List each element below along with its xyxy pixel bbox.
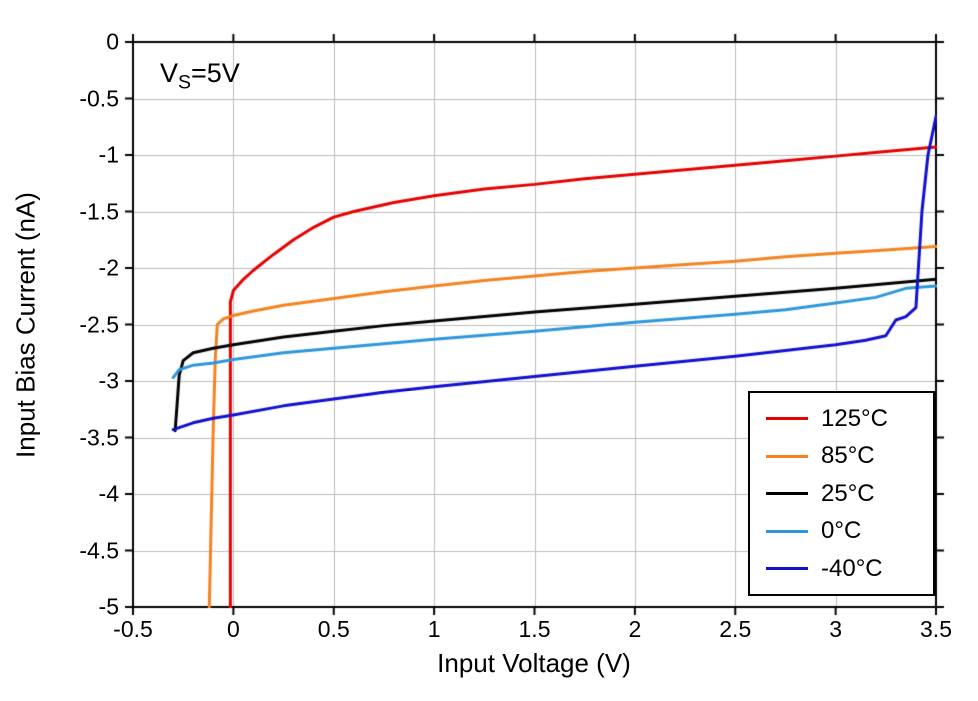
x-tick-label: 3	[829, 616, 843, 642]
y-tick-label: -1.5	[79, 198, 119, 224]
x-tick-label: 2.5	[719, 616, 752, 642]
legend-line-sample	[766, 567, 808, 570]
legend-entry: 0°C	[766, 519, 933, 543]
y-tick-label: -4	[98, 480, 119, 507]
legend-label: 0°C	[821, 517, 862, 544]
x-tick-label: 0.5	[317, 616, 350, 642]
legend-entry: -40°C	[766, 554, 933, 582]
y-tick-label: -1	[98, 141, 119, 168]
legend-label: 25°C	[821, 479, 875, 507]
x-tick-label: 2	[628, 616, 642, 642]
legend-entry: 125°C	[766, 404, 933, 432]
legend-line-sample	[766, 492, 808, 495]
y-tick-label: 0	[106, 28, 119, 55]
legend-label: 85°C	[821, 442, 875, 469]
legend-line-sample	[766, 454, 808, 458]
annotation-sub: S	[178, 71, 191, 94]
x-tick-label: 1	[427, 616, 441, 642]
y-tick-label: -2	[98, 254, 119, 281]
x-tick-label: -0.5	[113, 616, 153, 642]
annotation-main: V	[160, 58, 179, 88]
legend-line-sample	[766, 529, 808, 533]
y-tick-label: -2.5	[79, 311, 119, 337]
y-tick-label: -3.5	[79, 424, 119, 450]
supply-voltage-annotation: VS=5V	[160, 58, 240, 94]
legend-label: 125°C	[821, 404, 888, 432]
legend: 125°C 85°C 25°C 0°C -40°C	[748, 391, 935, 596]
x-axis-label: Input Voltage (V)	[437, 648, 631, 678]
legend-line-sample	[766, 417, 808, 420]
annotation-rest: =5V	[190, 58, 240, 88]
y-tick-label: -0.5	[79, 85, 119, 111]
legend-label: -40°C	[821, 554, 883, 582]
x-tick-label: 1.5	[518, 616, 551, 642]
y-tick-label: -5	[98, 593, 119, 620]
legend-entry: 85°C	[766, 444, 933, 468]
x-tick-label: 0	[226, 616, 240, 642]
x-tick-label: 3.5	[920, 616, 952, 642]
y-tick-label: -4.5	[79, 537, 119, 563]
y-tick-label: -3	[98, 367, 119, 394]
legend-entry: 25°C	[766, 479, 933, 507]
